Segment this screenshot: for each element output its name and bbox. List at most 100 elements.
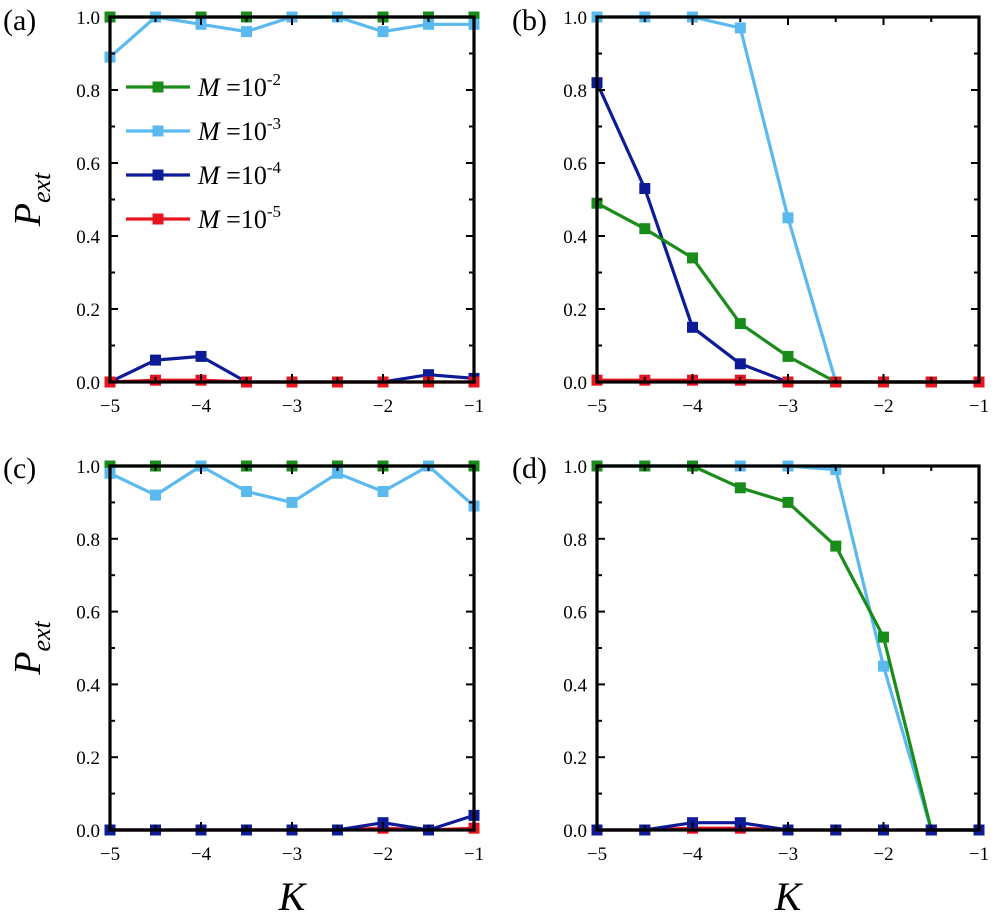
data-point (639, 223, 651, 235)
data-point (734, 358, 746, 370)
panel-label: (c) (3, 452, 36, 485)
data-point (782, 350, 794, 362)
data-point (286, 496, 298, 508)
y-tick-label: 0.8 (563, 530, 587, 551)
x-tick-label: −2 (373, 844, 393, 865)
legend-eq: =10 (220, 73, 267, 102)
series-line (597, 464, 979, 832)
x-tick-label: −2 (873, 844, 893, 865)
panel-label: (a) (3, 4, 36, 37)
y-axis-label-sub: ext (27, 620, 56, 651)
data-point (332, 467, 343, 479)
legend-entry: M =10-2 (197, 70, 281, 102)
y-tick-label: 1.0 (76, 457, 100, 478)
y-tick-label: 0.2 (76, 748, 100, 769)
legend-var: M (197, 205, 221, 234)
legend-entry: M =10-3 (197, 114, 281, 146)
x-tick-label: −1 (969, 396, 989, 417)
legend-marker (152, 81, 164, 93)
data-point (150, 354, 161, 366)
x-tick-label: −5 (587, 396, 607, 417)
y-tick-label: 0.6 (563, 603, 587, 624)
x-tick-label: −5 (587, 844, 607, 865)
axes-frame (108, 15, 476, 384)
data-point (423, 18, 434, 30)
data-point (734, 817, 746, 829)
x-axis-label: K (774, 874, 804, 919)
x-tick-label: −5 (100, 396, 120, 417)
y-axis-label: Pext (7, 172, 56, 227)
panel-label: (b) (512, 4, 547, 37)
data-point (241, 486, 252, 497)
legend-entry: M =10-5 (197, 202, 281, 234)
data-point (878, 660, 889, 672)
data-point (734, 482, 746, 494)
legend-marker (152, 125, 164, 137)
data-point (195, 350, 207, 362)
data-point (830, 540, 842, 552)
axes-frame (595, 464, 981, 832)
data-point (241, 26, 252, 38)
legend-var: M (197, 161, 221, 190)
data-point (687, 321, 698, 333)
data-point (687, 252, 698, 264)
y-tick-label: 0.0 (563, 373, 587, 394)
x-tick-label: −1 (464, 844, 484, 865)
axes-frame (108, 464, 476, 832)
legend: M =10-2M =10-3M =10-4M =10-5 (126, 70, 282, 234)
y-axis-label: Pext (7, 620, 56, 675)
chart-panel-0: (a) −5 −4 −3 −2 −1 0.0 0.2 0.4 0.6 0.8 1.0 Pext M =10… (3, 4, 484, 417)
y-tick-label: 0.8 (76, 530, 100, 551)
chart-panel-3: (d) −5 −4 −3 −2 −1 0.0 0.2 0.4 0.6 0.8 1.0 K (512, 452, 989, 919)
series-1 (591, 460, 985, 836)
series-0 (591, 460, 985, 836)
legend-marker (152, 169, 164, 181)
y-axis-label-main: P (7, 652, 49, 676)
data-point (734, 318, 746, 330)
series-2 (591, 197, 985, 388)
panel-label: (d) (512, 452, 547, 485)
y-tick-label: 0.8 (76, 81, 100, 102)
x-tick-label: −3 (778, 396, 798, 417)
x-tick-label: −2 (373, 396, 393, 417)
y-tick-label: 1.0 (76, 8, 100, 29)
series-line (597, 15, 979, 384)
legend-eq: =10 (220, 161, 267, 190)
series-line (595, 82, 979, 384)
y-tick-label: 0.2 (76, 300, 100, 321)
axes-frame (595, 15, 981, 384)
legend-eq: =10 (220, 205, 267, 234)
y-tick-label: 0.6 (76, 154, 100, 175)
x-tick-label: −3 (282, 396, 302, 417)
y-axis-label-sub: ext (27, 172, 56, 203)
legend-exp: -4 (267, 158, 282, 177)
legend-eq: =10 (220, 117, 267, 146)
y-tick-label: 0.2 (563, 300, 587, 321)
x-tick-label: −3 (282, 844, 302, 865)
y-tick-label: 0.6 (563, 154, 587, 175)
data-point (377, 26, 389, 38)
y-tick-label: 0.4 (76, 227, 100, 248)
y-tick-label: 0.0 (76, 821, 100, 842)
data-point (423, 369, 434, 381)
y-tick-label: 1.0 (563, 457, 587, 478)
x-axis-label: K (278, 874, 308, 919)
y-tick-label: 1.0 (563, 8, 587, 29)
y-axis-label-main: P (7, 203, 49, 227)
x-tick-label: −4 (682, 396, 703, 417)
x-tick-label: −1 (969, 844, 989, 865)
series-0 (591, 11, 985, 388)
x-tick-label: −4 (191, 396, 212, 417)
legend-exp: -3 (267, 114, 281, 133)
data-point (377, 486, 389, 497)
legend-exp: -2 (267, 70, 281, 89)
y-tick-label: 0.2 (563, 748, 587, 769)
x-tick-label: −3 (778, 844, 798, 865)
y-tick-label: 0.4 (76, 675, 100, 696)
data-point (782, 212, 794, 224)
x-tick-label: −1 (464, 396, 484, 417)
data-point (150, 489, 161, 501)
series-line (597, 464, 979, 832)
x-tick-label: −5 (100, 844, 120, 865)
